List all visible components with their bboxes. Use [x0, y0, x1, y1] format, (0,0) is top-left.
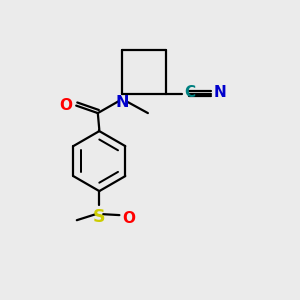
Text: N: N: [213, 85, 226, 100]
Text: O: O: [59, 98, 72, 113]
Text: S: S: [93, 208, 105, 226]
Text: N: N: [116, 95, 129, 110]
Text: C: C: [184, 85, 195, 100]
Text: O: O: [122, 211, 135, 226]
